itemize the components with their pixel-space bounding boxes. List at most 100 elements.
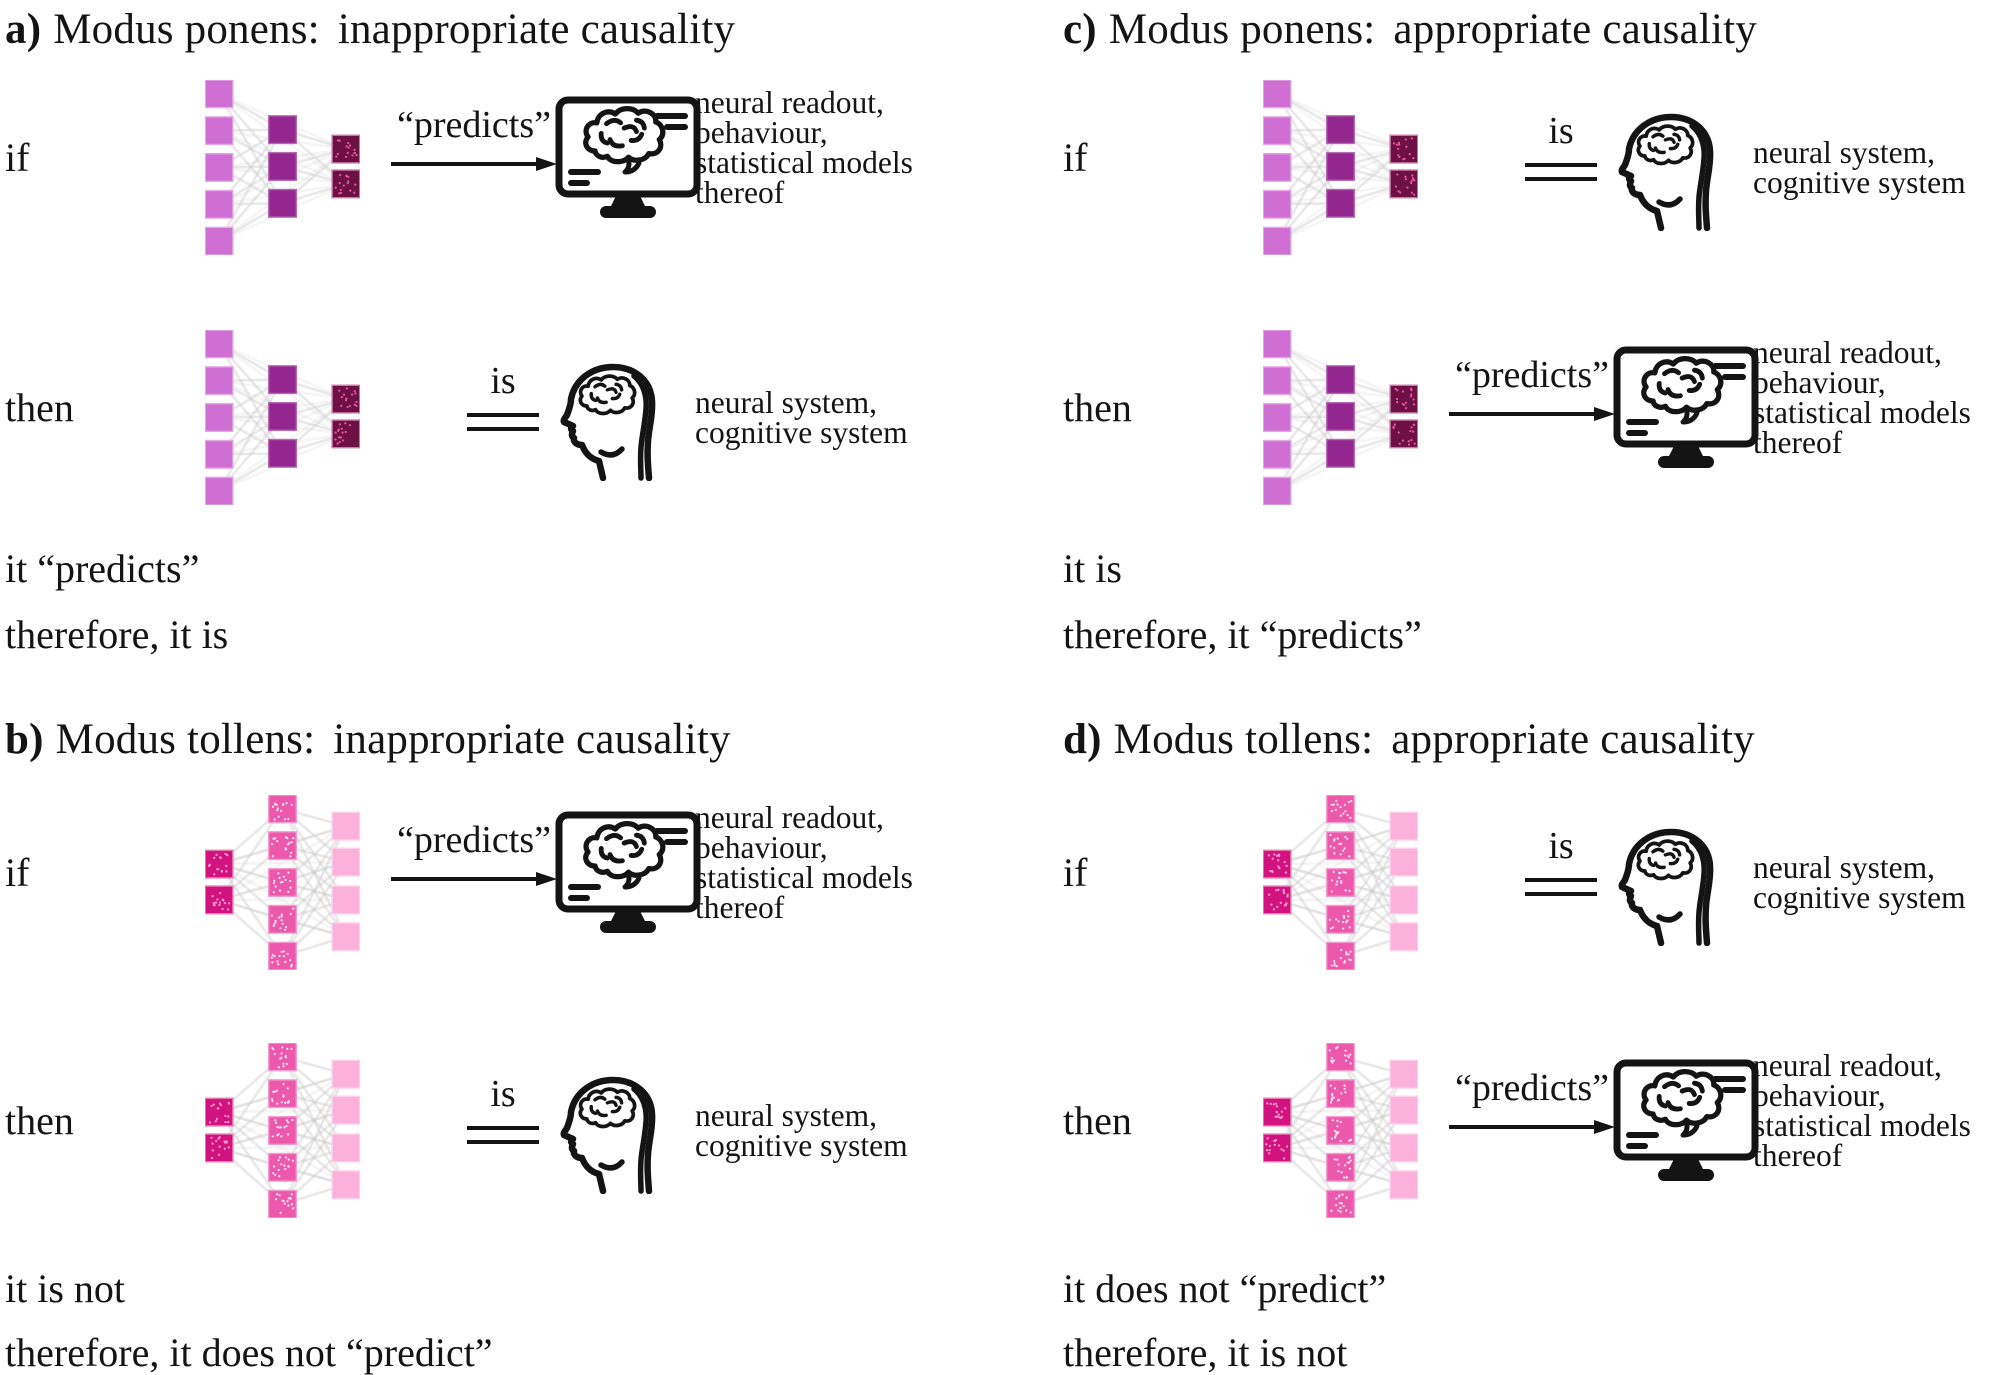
monitor-brain-icon bbox=[1613, 346, 1761, 470]
right-arrow-icon bbox=[1448, 1119, 1616, 1135]
description-readout: neural readout, behaviour, statistical m… bbox=[1753, 335, 1971, 460]
description-readout: neural readout, behaviour, statistical m… bbox=[695, 800, 913, 924]
head-brain-icon bbox=[1613, 828, 1731, 946]
premise-row-if: if is neural system, cognitive system bbox=[1063, 79, 1998, 256]
predicts-label: “predicts” bbox=[396, 819, 552, 861]
conclusion-line: therefore, it “predicts” bbox=[1063, 612, 1422, 657]
is-label: is bbox=[490, 1073, 516, 1115]
premise-row-then: then is neural system, cognitive system bbox=[5, 1042, 1055, 1219]
desc-line: cognitive system bbox=[695, 415, 908, 450]
panel-qualifier: inappropriate causality bbox=[337, 6, 736, 53]
panel-d: d) Modus tollens: appropriate causality if… bbox=[1063, 715, 1998, 1375]
relation-predicts: “predicts” bbox=[1444, 1067, 1620, 1135]
panel-rule: Modus tollens: bbox=[55, 716, 316, 763]
relation-is: is bbox=[1515, 110, 1607, 181]
panel-letter: c) bbox=[1063, 6, 1097, 53]
network-diagram bbox=[1262, 79, 1419, 256]
description-system: neural system, cognitive system bbox=[695, 1098, 908, 1163]
premise-label-then: then bbox=[1063, 1098, 1132, 1143]
desc-line: behaviour, bbox=[695, 115, 828, 150]
premise-label-then: then bbox=[5, 385, 74, 430]
desc-line: cognitive system bbox=[695, 1128, 908, 1163]
panel-qualifier: appropriate causality bbox=[1391, 716, 1755, 763]
head-brain-icon bbox=[555, 1076, 673, 1194]
desc-line: statistical models bbox=[695, 145, 913, 180]
right-arrow-icon bbox=[390, 156, 558, 172]
equals-line bbox=[1525, 891, 1597, 896]
panel-title: b) Modus tollens: inappropriate causality bbox=[5, 715, 731, 764]
conclusion-line: it is not bbox=[5, 1266, 126, 1311]
conclusion-line: therefore, it does not “predict” bbox=[5, 1330, 493, 1375]
predicts-label: “predicts” bbox=[396, 104, 552, 146]
premise-row-if: if is neural system, cognitive system bbox=[1063, 794, 1998, 971]
relation-predicts: “predicts” bbox=[386, 104, 562, 172]
conclusion-line: therefore, it is not bbox=[1063, 1330, 1348, 1375]
desc-line: thereof bbox=[1753, 1138, 1843, 1173]
premise-label-then: then bbox=[1063, 385, 1132, 430]
premise-label-if: if bbox=[1063, 135, 1088, 180]
desc-line: cognitive system bbox=[1753, 165, 1966, 200]
panel-title: a) Modus ponens: inappropriate causality bbox=[5, 5, 735, 54]
desc-line: neural readout, bbox=[1753, 1048, 1942, 1083]
panel-letter: d) bbox=[1063, 716, 1102, 763]
conclusion-line: it does not “predict” bbox=[1063, 1266, 1387, 1311]
equals-line bbox=[1525, 877, 1597, 882]
head-brain-icon bbox=[1613, 113, 1731, 231]
desc-line: behaviour, bbox=[695, 830, 828, 865]
premise-row-then: then “predicts” neural readout, behaviou… bbox=[1063, 329, 1998, 506]
desc-line: statistical models bbox=[1753, 1108, 1971, 1143]
premise-row-if: if “predicts” neural readout, behaviour,… bbox=[5, 79, 1055, 256]
panel-title: d) Modus tollens: appropriate causality bbox=[1063, 715, 1755, 764]
relation-predicts: “predicts” bbox=[1444, 354, 1620, 422]
desc-line: statistical models bbox=[1753, 395, 1971, 430]
panel-title: c) Modus ponens: appropriate causality bbox=[1063, 5, 1757, 54]
network-diagram bbox=[204, 79, 361, 256]
network-diagram bbox=[1262, 1042, 1419, 1219]
panel-rule: Modus tollens: bbox=[1113, 716, 1374, 763]
premise-row-then: then “predicts” neural readout, behaviou… bbox=[1063, 1042, 1998, 1219]
network-diagram bbox=[204, 329, 361, 506]
equals-line bbox=[467, 1139, 539, 1144]
relation-is: is bbox=[1515, 825, 1607, 896]
panel-c: c) Modus ponens: appropriate causality if … bbox=[1063, 5, 1998, 705]
relation-is: is bbox=[457, 1073, 549, 1144]
right-arrow-icon bbox=[1448, 406, 1616, 422]
description-system: neural system, cognitive system bbox=[695, 385, 908, 450]
desc-line: neural system, bbox=[1753, 135, 1935, 170]
desc-line: thereof bbox=[1753, 425, 1843, 460]
conclusion-line: it “predicts” bbox=[5, 546, 200, 591]
conclusion-line: therefore, it is bbox=[5, 612, 229, 657]
is-label: is bbox=[1548, 825, 1574, 867]
desc-line: cognitive system bbox=[1753, 880, 1966, 915]
desc-line: neural system, bbox=[695, 385, 877, 420]
description-readout: neural readout, behaviour, statistical m… bbox=[695, 87, 913, 209]
panel-qualifier: appropriate causality bbox=[1393, 6, 1757, 53]
monitor-brain-icon bbox=[555, 96, 703, 220]
desc-line: neural readout, bbox=[695, 800, 884, 835]
panel-rule: Modus ponens: bbox=[1108, 6, 1376, 53]
desc-line: statistical models bbox=[695, 860, 913, 895]
premise-label-then: then bbox=[5, 1098, 74, 1143]
network-diagram bbox=[204, 1042, 361, 1219]
desc-line: behaviour, bbox=[1753, 365, 1886, 400]
premise-label-if: if bbox=[5, 135, 30, 180]
desc-line: behaviour, bbox=[1753, 1078, 1886, 1113]
panel-letter: b) bbox=[5, 716, 44, 763]
desc-line: neural readout, bbox=[1753, 335, 1942, 370]
equals-line bbox=[467, 1125, 539, 1130]
relation-is: is bbox=[457, 360, 549, 431]
network-diagram bbox=[204, 794, 361, 971]
equals-line bbox=[1525, 162, 1597, 167]
predicts-label: “predicts” bbox=[1454, 354, 1610, 396]
description-system: neural system, cognitive system bbox=[1753, 135, 1966, 200]
monitor-brain-icon bbox=[555, 811, 703, 935]
panel-qualifier: inappropriate causality bbox=[333, 716, 731, 763]
equals-line bbox=[467, 412, 539, 417]
panel-letter: a) bbox=[5, 6, 42, 53]
premise-row-if: if “predicts” neural readout, behaviour,… bbox=[5, 794, 1055, 971]
predicts-label: “predicts” bbox=[1454, 1067, 1610, 1109]
description-readout: neural readout, behaviour, statistical m… bbox=[1753, 1048, 1971, 1173]
desc-line: neural system, bbox=[695, 1098, 877, 1133]
equals-line bbox=[1525, 176, 1597, 181]
